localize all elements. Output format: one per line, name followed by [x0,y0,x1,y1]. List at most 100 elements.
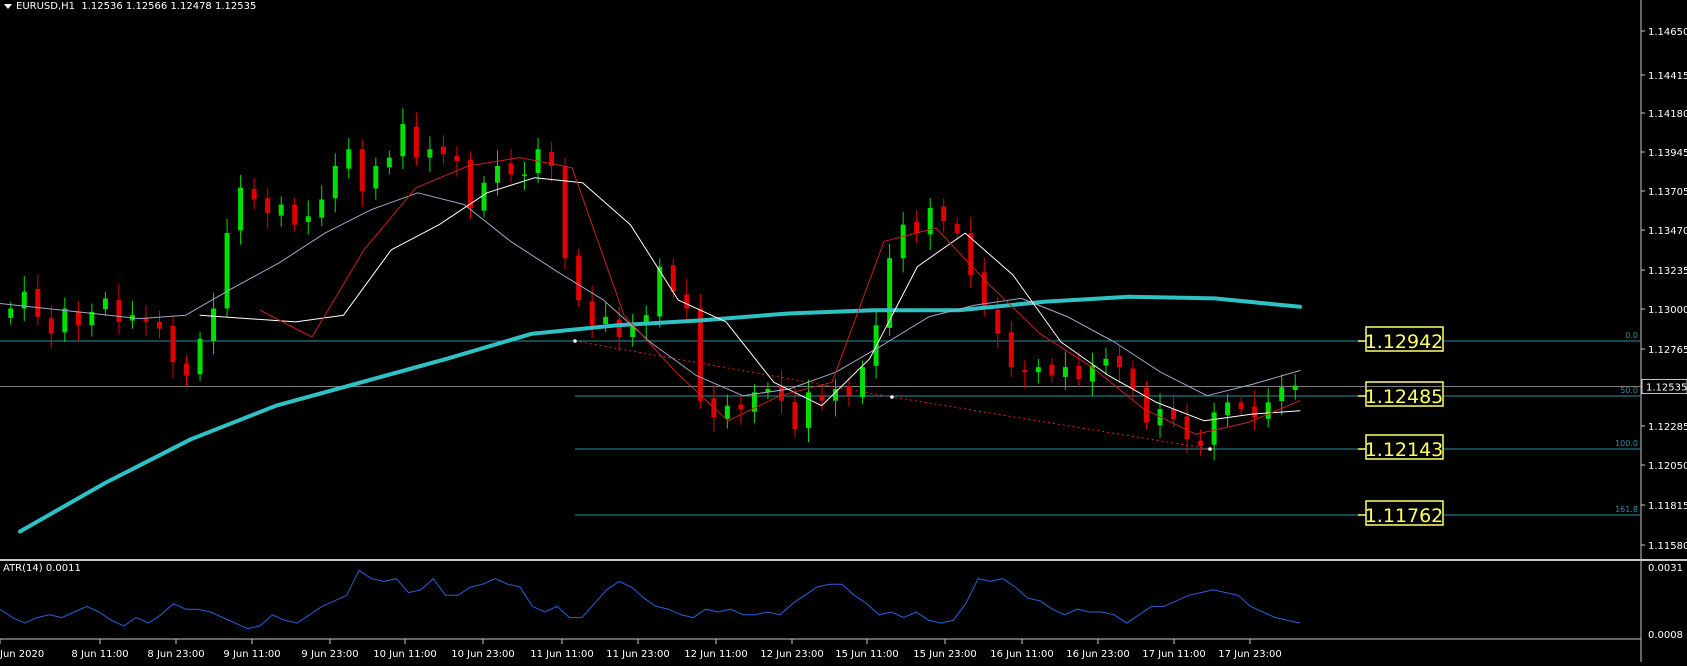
candle-body [900,224,906,259]
candle-body [697,308,703,401]
candle-body [995,309,1001,334]
candle-body [805,392,811,428]
candle-body [481,182,487,211]
x-tick-label: 11 Jun 23:00 [606,649,670,660]
candle-body [1062,367,1068,377]
candle-body [887,258,893,328]
candle-body [211,308,217,342]
fib-ratio-label: 100.0 [1615,439,1638,448]
candle-body [643,315,649,323]
candle-body [792,402,798,430]
candle-body [359,149,365,192]
ma-line [199,177,1301,422]
candle-body [346,149,352,169]
y-tick-label: 1.13235 [1648,266,1687,277]
candle-body [305,216,311,222]
x-tick-label: 10 Jun 11:00 [373,649,437,660]
candle-body [35,289,41,317]
dropdown-triangle-icon[interactable] [4,3,12,9]
y-tick-label: 1.13705 [1648,187,1687,198]
candle-body [116,299,122,322]
y-tick-label: 1.11580 [1648,541,1687,552]
candle-body [684,294,690,309]
ma-line [18,294,1302,534]
candle-body [1225,402,1231,416]
candle-body [846,386,852,396]
y-tick-label: 1.13000 [1648,305,1687,316]
x-tick-label: Jun 2020 [0,649,44,660]
candle-body [1198,440,1204,446]
candle-body [332,165,338,199]
x-tick-label: 16 Jun 11:00 [990,649,1054,660]
candle-body [1265,402,1271,419]
x-tick-label: 17 Jun 23:00 [1218,649,1282,660]
candle-body [1008,332,1014,368]
candle-body [102,298,108,310]
fib-price-label: 1.11762 [1365,505,1444,527]
candle-body [75,311,81,326]
fib-ratio-label: 50.0 [1620,386,1638,395]
fib-anchor-point [890,395,894,399]
fib-anchor-point [1208,447,1212,451]
candle-body [440,146,446,155]
candle-body [89,311,95,326]
candle-body [21,291,27,309]
fib-price-box [1365,381,1444,407]
candle-body [427,149,433,158]
candle-body [170,325,176,363]
candle-body [238,187,244,231]
atr-line [0,569,1301,630]
fib-price-box [1365,326,1444,352]
candle-body [860,367,866,398]
candle-body [1103,358,1109,366]
chart-header: EURUSD,H1 1.12536 1.12566 1.12478 1.1253… [4,1,256,12]
y-tick-label: 1.13945 [1648,148,1687,159]
candle-body [1076,365,1082,379]
x-tick-label: 16 Jun 23:00 [1066,649,1130,660]
candle-body [143,317,149,322]
candle-body [1184,416,1190,440]
candle-body [927,207,933,235]
candle-body [724,405,730,419]
candle-body [278,204,284,216]
candle-body [400,124,406,157]
ma-line [259,157,1301,435]
x-tick-label: 8 Jun 11:00 [71,649,128,660]
candle-body [576,255,582,301]
candle-body [914,221,920,234]
candle-body [522,174,528,176]
candle-body [549,151,555,166]
candle-body [319,199,325,218]
candle-body [589,301,595,326]
candle-body [603,316,609,324]
atr-label: ATR(14) 0.0011 [3,563,81,574]
candle-body [1049,364,1055,376]
candle-body [1116,356,1122,368]
candle-body [562,165,568,259]
candle-body [156,321,162,329]
x-tick-label: 15 Jun 23:00 [913,649,977,660]
current-price-marker [1641,378,1687,394]
x-tick-label: 12 Jun 23:00 [760,649,824,660]
y-tick-label: 1.14415 [1648,71,1687,82]
candle-body [1238,402,1244,410]
candle-body [657,266,663,317]
fib-price-box [1365,434,1444,460]
y-tick-label: 1.14650 [1648,27,1687,38]
candle-body [1144,387,1150,423]
candle-body [373,165,379,189]
candle-body [765,388,771,393]
candle-body [251,189,257,200]
y-tick-label: 1.12765 [1648,345,1687,356]
fib-price-label: 1.12942 [1365,331,1444,353]
candle-body [1279,387,1285,402]
candle-body [941,206,947,222]
candle-body [738,404,744,410]
current-price-label: 1.12535 [1646,382,1687,393]
candle-body [197,338,203,375]
candle-body [48,318,54,334]
candle-body [778,386,784,401]
y-tick-label: 1.14180 [1648,109,1687,120]
